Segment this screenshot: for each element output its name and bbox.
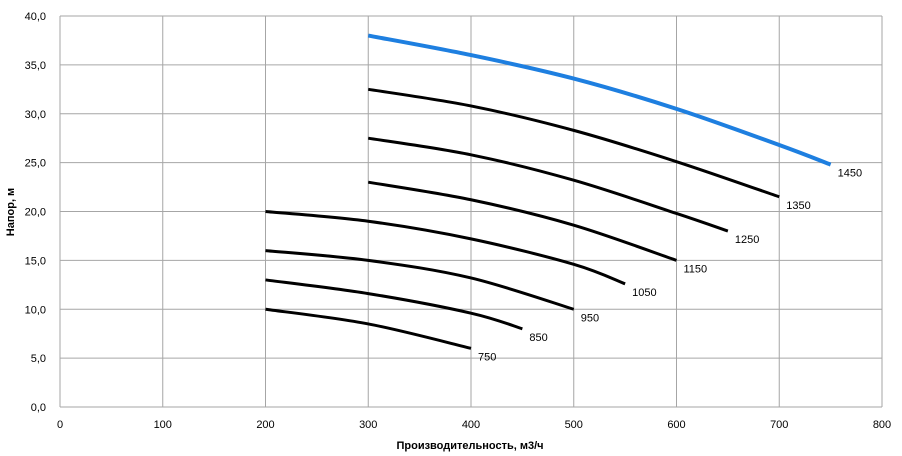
series-label-1050: 1050 [632, 287, 656, 299]
series-line-1350 [368, 87, 780, 199]
x-tick-label: 800 [873, 419, 891, 431]
y-tick-label: 10,0 [25, 304, 46, 316]
y-tick-label: 40,0 [25, 11, 46, 23]
series-label-750: 750 [478, 351, 496, 363]
x-tick-label: 700 [770, 419, 788, 431]
series-line-750 [265, 307, 472, 350]
y-tick-label: 5,0 [31, 353, 46, 365]
y-tick-label: 35,0 [25, 60, 46, 72]
chart-series [265, 33, 832, 350]
series-label-1150: 1150 [684, 263, 708, 275]
x-tick-label: 300 [359, 419, 377, 431]
series-line-1450 [367, 33, 832, 167]
x-axis-title: Производительность, м3/ч [396, 440, 543, 452]
y-tick-label: 0,0 [31, 402, 46, 414]
chart-grid [59, 15, 883, 408]
series-line-950 [265, 249, 575, 311]
series-line-1150 [367, 180, 677, 262]
series-label-950: 950 [581, 312, 599, 324]
series-line-1050 [265, 210, 626, 286]
y-tick-label: 25,0 [25, 158, 46, 170]
y-axis-title: Напор, м [5, 188, 17, 236]
y-tick-label: 20,0 [25, 207, 46, 219]
x-tick-label: 100 [154, 419, 172, 431]
x-tick-label: 200 [256, 419, 274, 431]
series-label-1250: 1250 [735, 234, 759, 246]
series-label-850: 850 [529, 332, 547, 344]
x-tick-label: 500 [565, 419, 583, 431]
series-line-1250 [368, 136, 729, 233]
series-labels: 750 850 950 1050 1150 1250 1350 1450 [478, 168, 862, 364]
x-tick-label: 0 [57, 419, 63, 431]
y-tick-label: 30,0 [25, 109, 46, 121]
series-label-1450: 1450 [838, 168, 862, 180]
x-tick-label: 600 [667, 419, 685, 431]
x-tick-label: 400 [462, 419, 480, 431]
y-axis-ticks: 0,0 5,0 10,0 15,0 20,0 25,0 30,0 35,0 40,0 [25, 11, 46, 414]
y-tick-label: 15,0 [25, 255, 46, 267]
series-label-1350: 1350 [786, 200, 810, 212]
x-axis-ticks: 0 100 200 300 400 500 600 700 800 [57, 419, 891, 431]
series-line-850 [265, 278, 523, 331]
